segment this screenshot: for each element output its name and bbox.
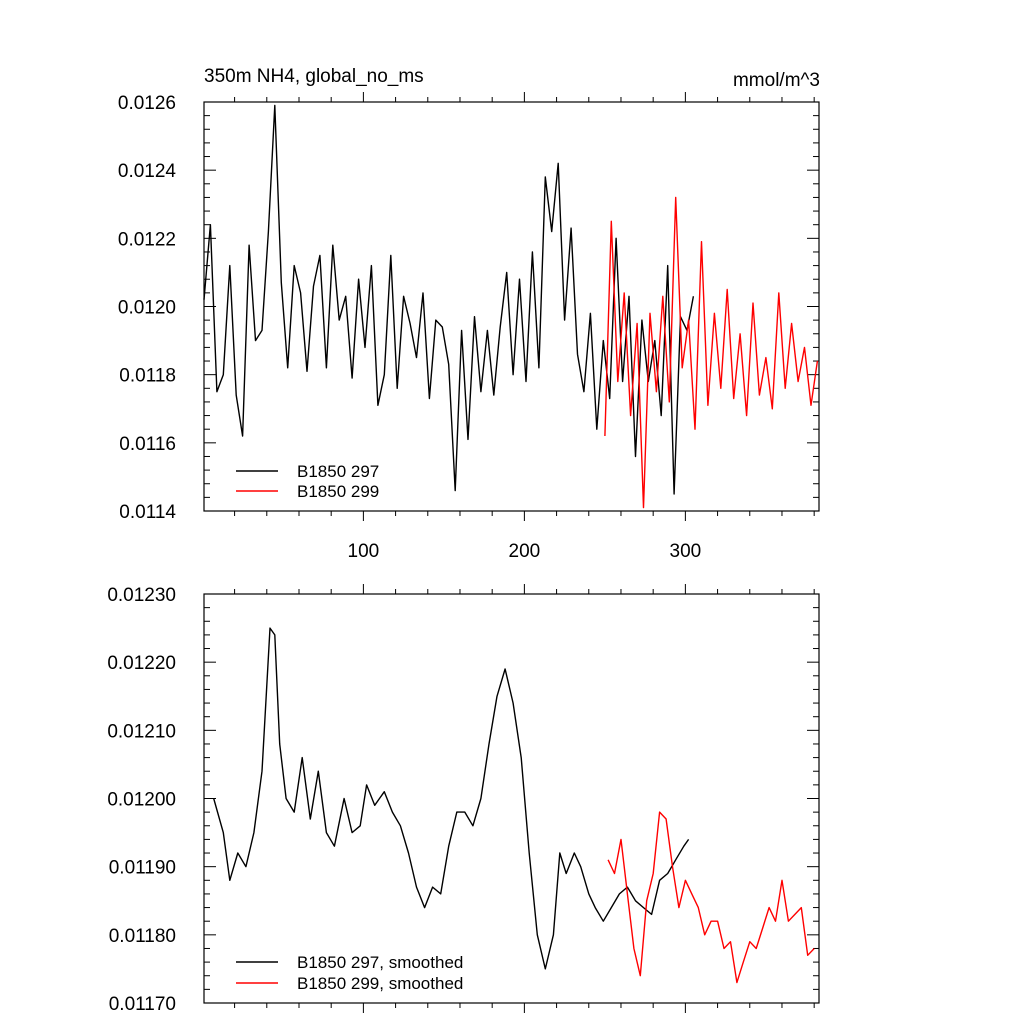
bottom-y-tick-label: 0.01230 bbox=[107, 585, 176, 606]
top-ticks: 0.0114 0.0116 0.0118 0.0120 0.0122 0.0124 0.01… bbox=[118, 92, 819, 562]
bottom-series bbox=[213, 627, 815, 984]
bottom-panel: 0.01170 0.01180 0.01190 0.01200 0.01210 0.012… bbox=[107, 584, 820, 1015]
top-x-tick-label: 100 bbox=[348, 541, 380, 562]
top-y-tick-label: 0.0120 bbox=[118, 298, 176, 319]
top-legend: B1850 297 B1850 299 bbox=[236, 462, 379, 501]
legend-label-299: B1850 299 bbox=[297, 482, 379, 501]
legend-label-297-smoothed: B1850 297, smoothed bbox=[297, 953, 463, 972]
legend-label-297: B1850 297 bbox=[297, 462, 379, 481]
top-panel-units: mmol/m^3 bbox=[733, 70, 820, 91]
top-y-tick-label: 0.0116 bbox=[119, 434, 176, 455]
legend-label-299-smoothed: B1850 299, smoothed bbox=[297, 974, 463, 993]
top-x-tick-label: 300 bbox=[670, 541, 702, 562]
bottom-y-tick-label: 0.01180 bbox=[109, 926, 176, 947]
top-panel-title: 350m NH4, global_no_ms bbox=[204, 66, 424, 87]
top-y-tick-label: 0.0122 bbox=[118, 229, 176, 250]
bottom-legend: B1850 297, smoothed B1850 299, smoothed bbox=[236, 953, 463, 993]
top-panel: 350m NH4, global_no_ms mmol/m^3 0.01140.… bbox=[118, 66, 820, 562]
top-x-tick-label: 200 bbox=[509, 541, 541, 562]
bottom-y-tick-label: 0.01190 bbox=[109, 858, 176, 879]
bottom-series-line-0 bbox=[213, 627, 690, 970]
top-y-tick-label: 0.0126 bbox=[118, 93, 176, 114]
top-series-line-0 bbox=[203, 104, 695, 495]
top-series bbox=[203, 104, 819, 509]
bottom-y-tick-label: 0.01210 bbox=[107, 721, 176, 742]
bottom-series-line-1 bbox=[607, 811, 815, 984]
bottom-y-tick-label: 0.01200 bbox=[107, 790, 176, 811]
bottom-y-tick-label: 0.01170 bbox=[109, 994, 176, 1015]
top-y-tick-label: 0.0124 bbox=[118, 161, 177, 182]
bottom-y-tick-label: 0.01220 bbox=[107, 653, 176, 674]
top-y-tick-label: 0.0118 bbox=[119, 366, 176, 387]
top-series-line-1 bbox=[604, 196, 819, 509]
bottom-ticks: 0.01170 0.01180 0.01190 0.01200 0.01210 0.012… bbox=[107, 584, 819, 1015]
top-y-tick-label: 0.0114 bbox=[119, 502, 176, 523]
